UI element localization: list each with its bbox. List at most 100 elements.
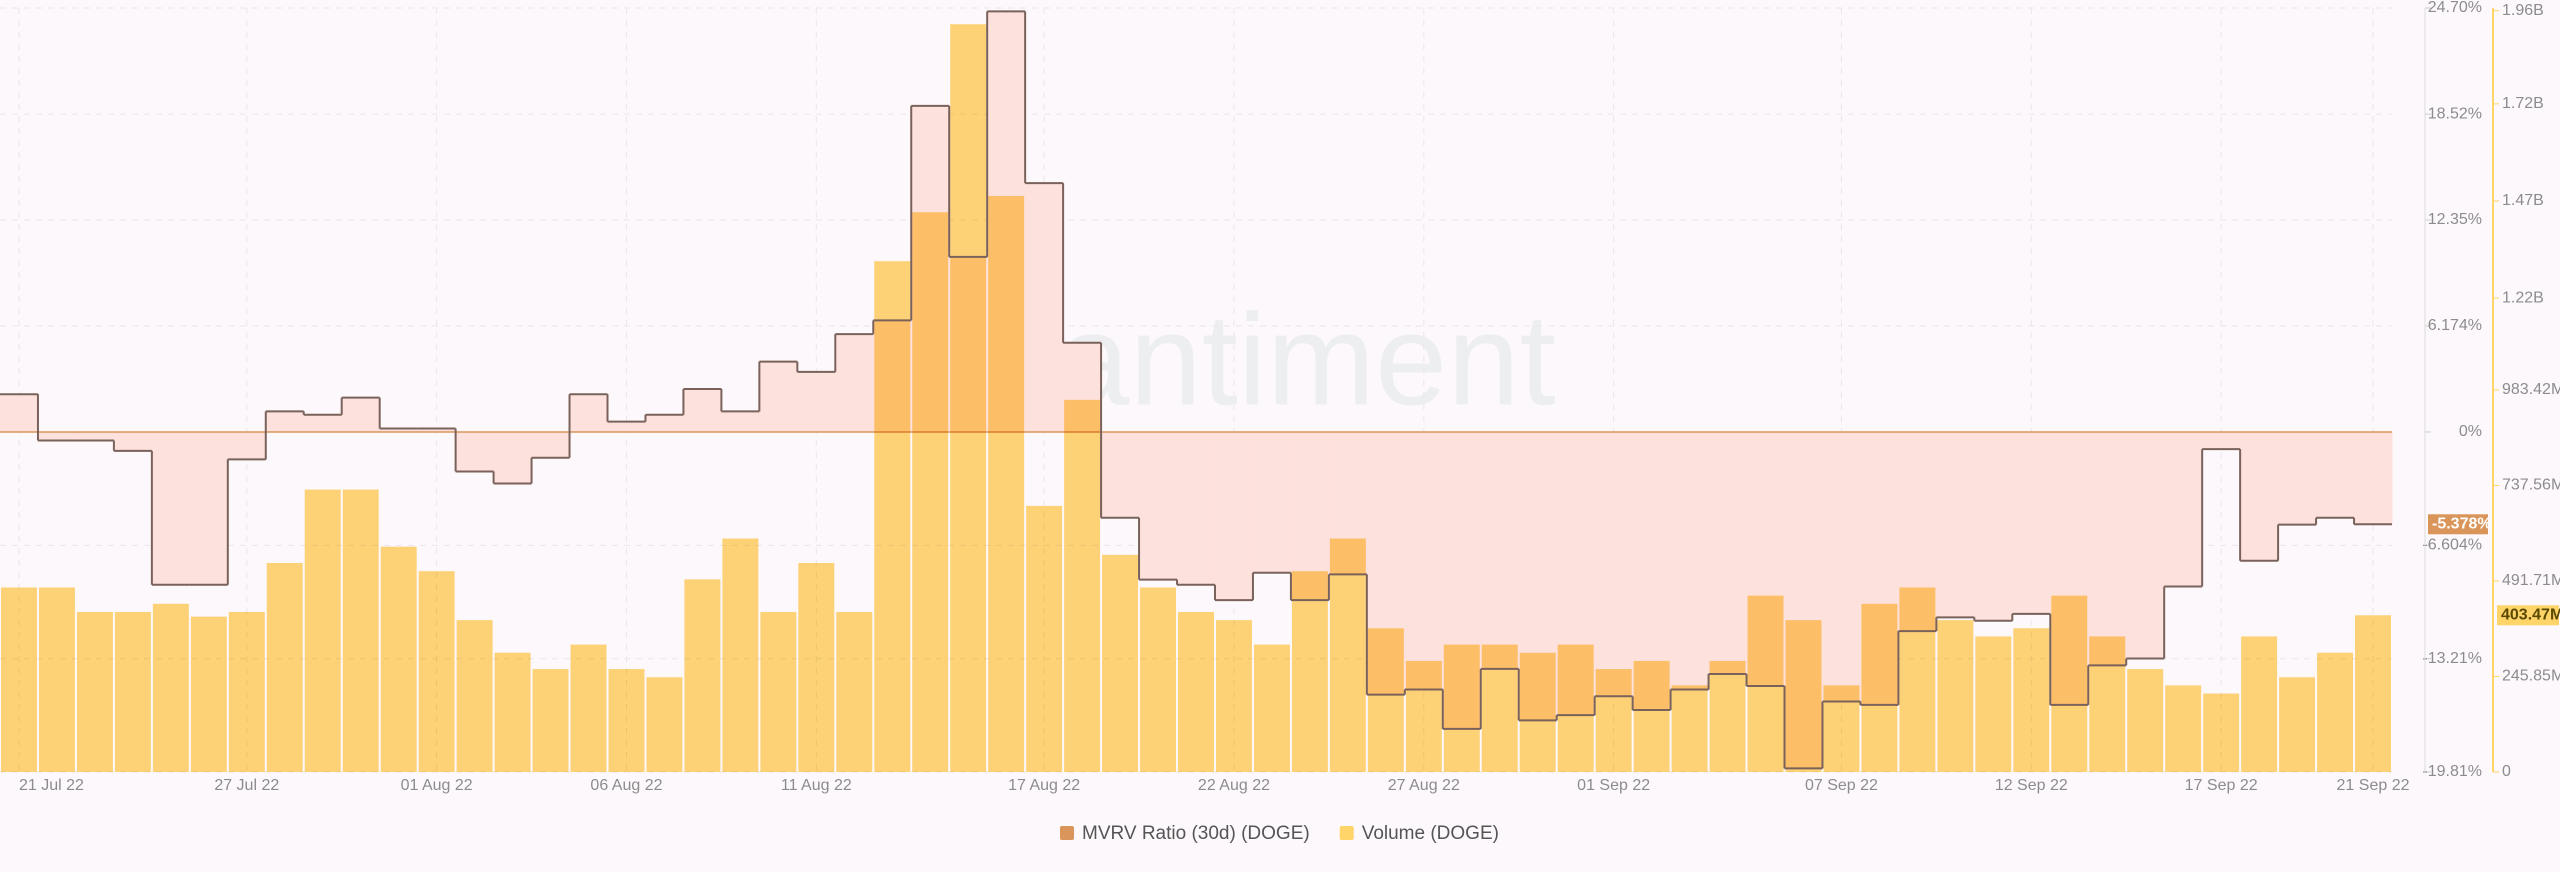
volume-bar	[2203, 693, 2240, 772]
y2-tick-label: 737.56M	[2502, 477, 2560, 494]
volume-bar	[798, 563, 835, 772]
volume-bar	[38, 587, 75, 772]
y2-tick-label: 1.96B	[2502, 2, 2544, 19]
legend-swatch	[1339, 826, 1354, 840]
volume-bar	[760, 611, 797, 772]
mvrv-area	[2012, 431, 2051, 614]
volume-bars	[1, 24, 2391, 773]
volume-bar	[2127, 669, 2164, 772]
mvrv-area	[2316, 431, 2355, 518]
mvrv-area	[455, 431, 495, 472]
volume-bar	[342, 489, 379, 772]
volume-bar	[114, 611, 151, 772]
current-value-box	[2428, 514, 2488, 535]
volume-bar	[1102, 554, 1139, 772]
volume-bar	[1861, 603, 1898, 772]
volume-bar	[1178, 611, 1214, 772]
volume-bar	[2317, 652, 2354, 772]
mvrv-area	[1936, 431, 1975, 618]
x-tick-label: 07 Sep 22	[1805, 777, 1878, 794]
mvrv-area	[2240, 431, 2279, 561]
y-tick-label: 18.52%	[2428, 105, 2482, 122]
volume-bar	[836, 611, 873, 772]
mvrv-area	[379, 428, 419, 432]
mvrv-area	[645, 414, 684, 432]
mvrv-area	[1214, 431, 1254, 601]
mvrv-area	[227, 431, 267, 460]
x-tick-label: 17 Sep 22	[2185, 777, 2258, 794]
mvrv-area	[531, 431, 571, 458]
y-tick-label: 6.174%	[2428, 317, 2482, 334]
volume-bar	[1215, 620, 1252, 772]
y2-tick-label: 0	[2502, 763, 2511, 780]
volume-bar	[1064, 399, 1101, 772]
mvrv-area	[1822, 431, 1861, 702]
mvrv-area	[151, 431, 191, 585]
volume-bar	[228, 611, 265, 772]
mvrv-area	[1101, 431, 1140, 518]
volume-bar	[1671, 685, 1708, 772]
mvrv-area	[189, 431, 229, 585]
mvrv-area	[1139, 431, 1178, 580]
x-tick-label: 06 Aug 22	[590, 777, 662, 794]
mvrv-area	[2126, 431, 2165, 659]
mvrv-area	[607, 421, 646, 432]
legend-label: Volume (DOGE)	[1362, 823, 1499, 844]
volume-bar	[1253, 644, 1290, 772]
mvrv-area	[2164, 431, 2203, 587]
y-tick-label: 12.35%	[2428, 211, 2482, 228]
volume-bar	[2051, 595, 2088, 772]
volume-bar	[1367, 628, 1404, 772]
volume-bar	[646, 677, 683, 772]
volume-bar	[2165, 685, 2202, 772]
volume-bar	[1785, 620, 1822, 772]
volume-bar	[1937, 620, 1974, 772]
mvrv-area	[37, 431, 77, 441]
mvrv-area	[1252, 431, 1292, 573]
volume-bar	[266, 563, 303, 772]
volume-bar	[1519, 652, 1556, 772]
volume-bar	[1747, 595, 1784, 772]
x-tick-label: 17 Aug 22	[1008, 777, 1080, 794]
legend-swatch	[1060, 826, 1074, 840]
volume-bar	[1140, 587, 1177, 772]
volume-bar	[1405, 660, 1442, 772]
volume-bar	[1899, 587, 1936, 772]
mvrv-area	[2278, 431, 2317, 525]
x-tick-label: 27 Aug 22	[1388, 777, 1460, 794]
y-tick-label: 0%	[2459, 423, 2482, 440]
current-value-label: -5.378%	[2432, 515, 2492, 532]
volume-bar	[76, 611, 113, 772]
mvrv-area	[2202, 431, 2241, 450]
volume-bar	[1823, 685, 1860, 772]
mvrv-area	[75, 431, 115, 441]
volume-bar	[494, 652, 531, 772]
mvrv-area	[1974, 431, 2013, 621]
volume-bar	[1443, 644, 1480, 772]
mvrv-area	[303, 414, 343, 432]
y2-tick-label: 1.22B	[2502, 289, 2544, 306]
mvrv-area	[341, 397, 381, 432]
volume-bar	[304, 489, 341, 772]
y2-tick-label: 1.72B	[2502, 95, 2544, 112]
mvrv-area	[2088, 431, 2127, 666]
x-tick-label: 01 Aug 22	[401, 777, 473, 794]
volume-bar	[722, 538, 759, 772]
volume-bar	[1, 587, 37, 772]
volume-bar	[190, 616, 227, 772]
volume-bar	[1291, 571, 1328, 772]
mvrv-area	[569, 394, 608, 432]
x-tick-label: 12 Sep 22	[1995, 777, 2068, 794]
mvrv-area	[1670, 431, 1710, 690]
mvrv-area	[721, 411, 760, 432]
volume-bar	[570, 644, 607, 772]
current-value-box	[2497, 605, 2559, 626]
mvrv-area	[1594, 431, 1634, 697]
volume-bar	[1633, 660, 1670, 772]
volume-bar	[418, 571, 455, 772]
x-tick-label: 21 Sep 22	[2337, 777, 2410, 794]
volume-bar	[532, 669, 569, 772]
mvrv-area	[417, 428, 457, 432]
mvrv-area	[1177, 431, 1216, 585]
